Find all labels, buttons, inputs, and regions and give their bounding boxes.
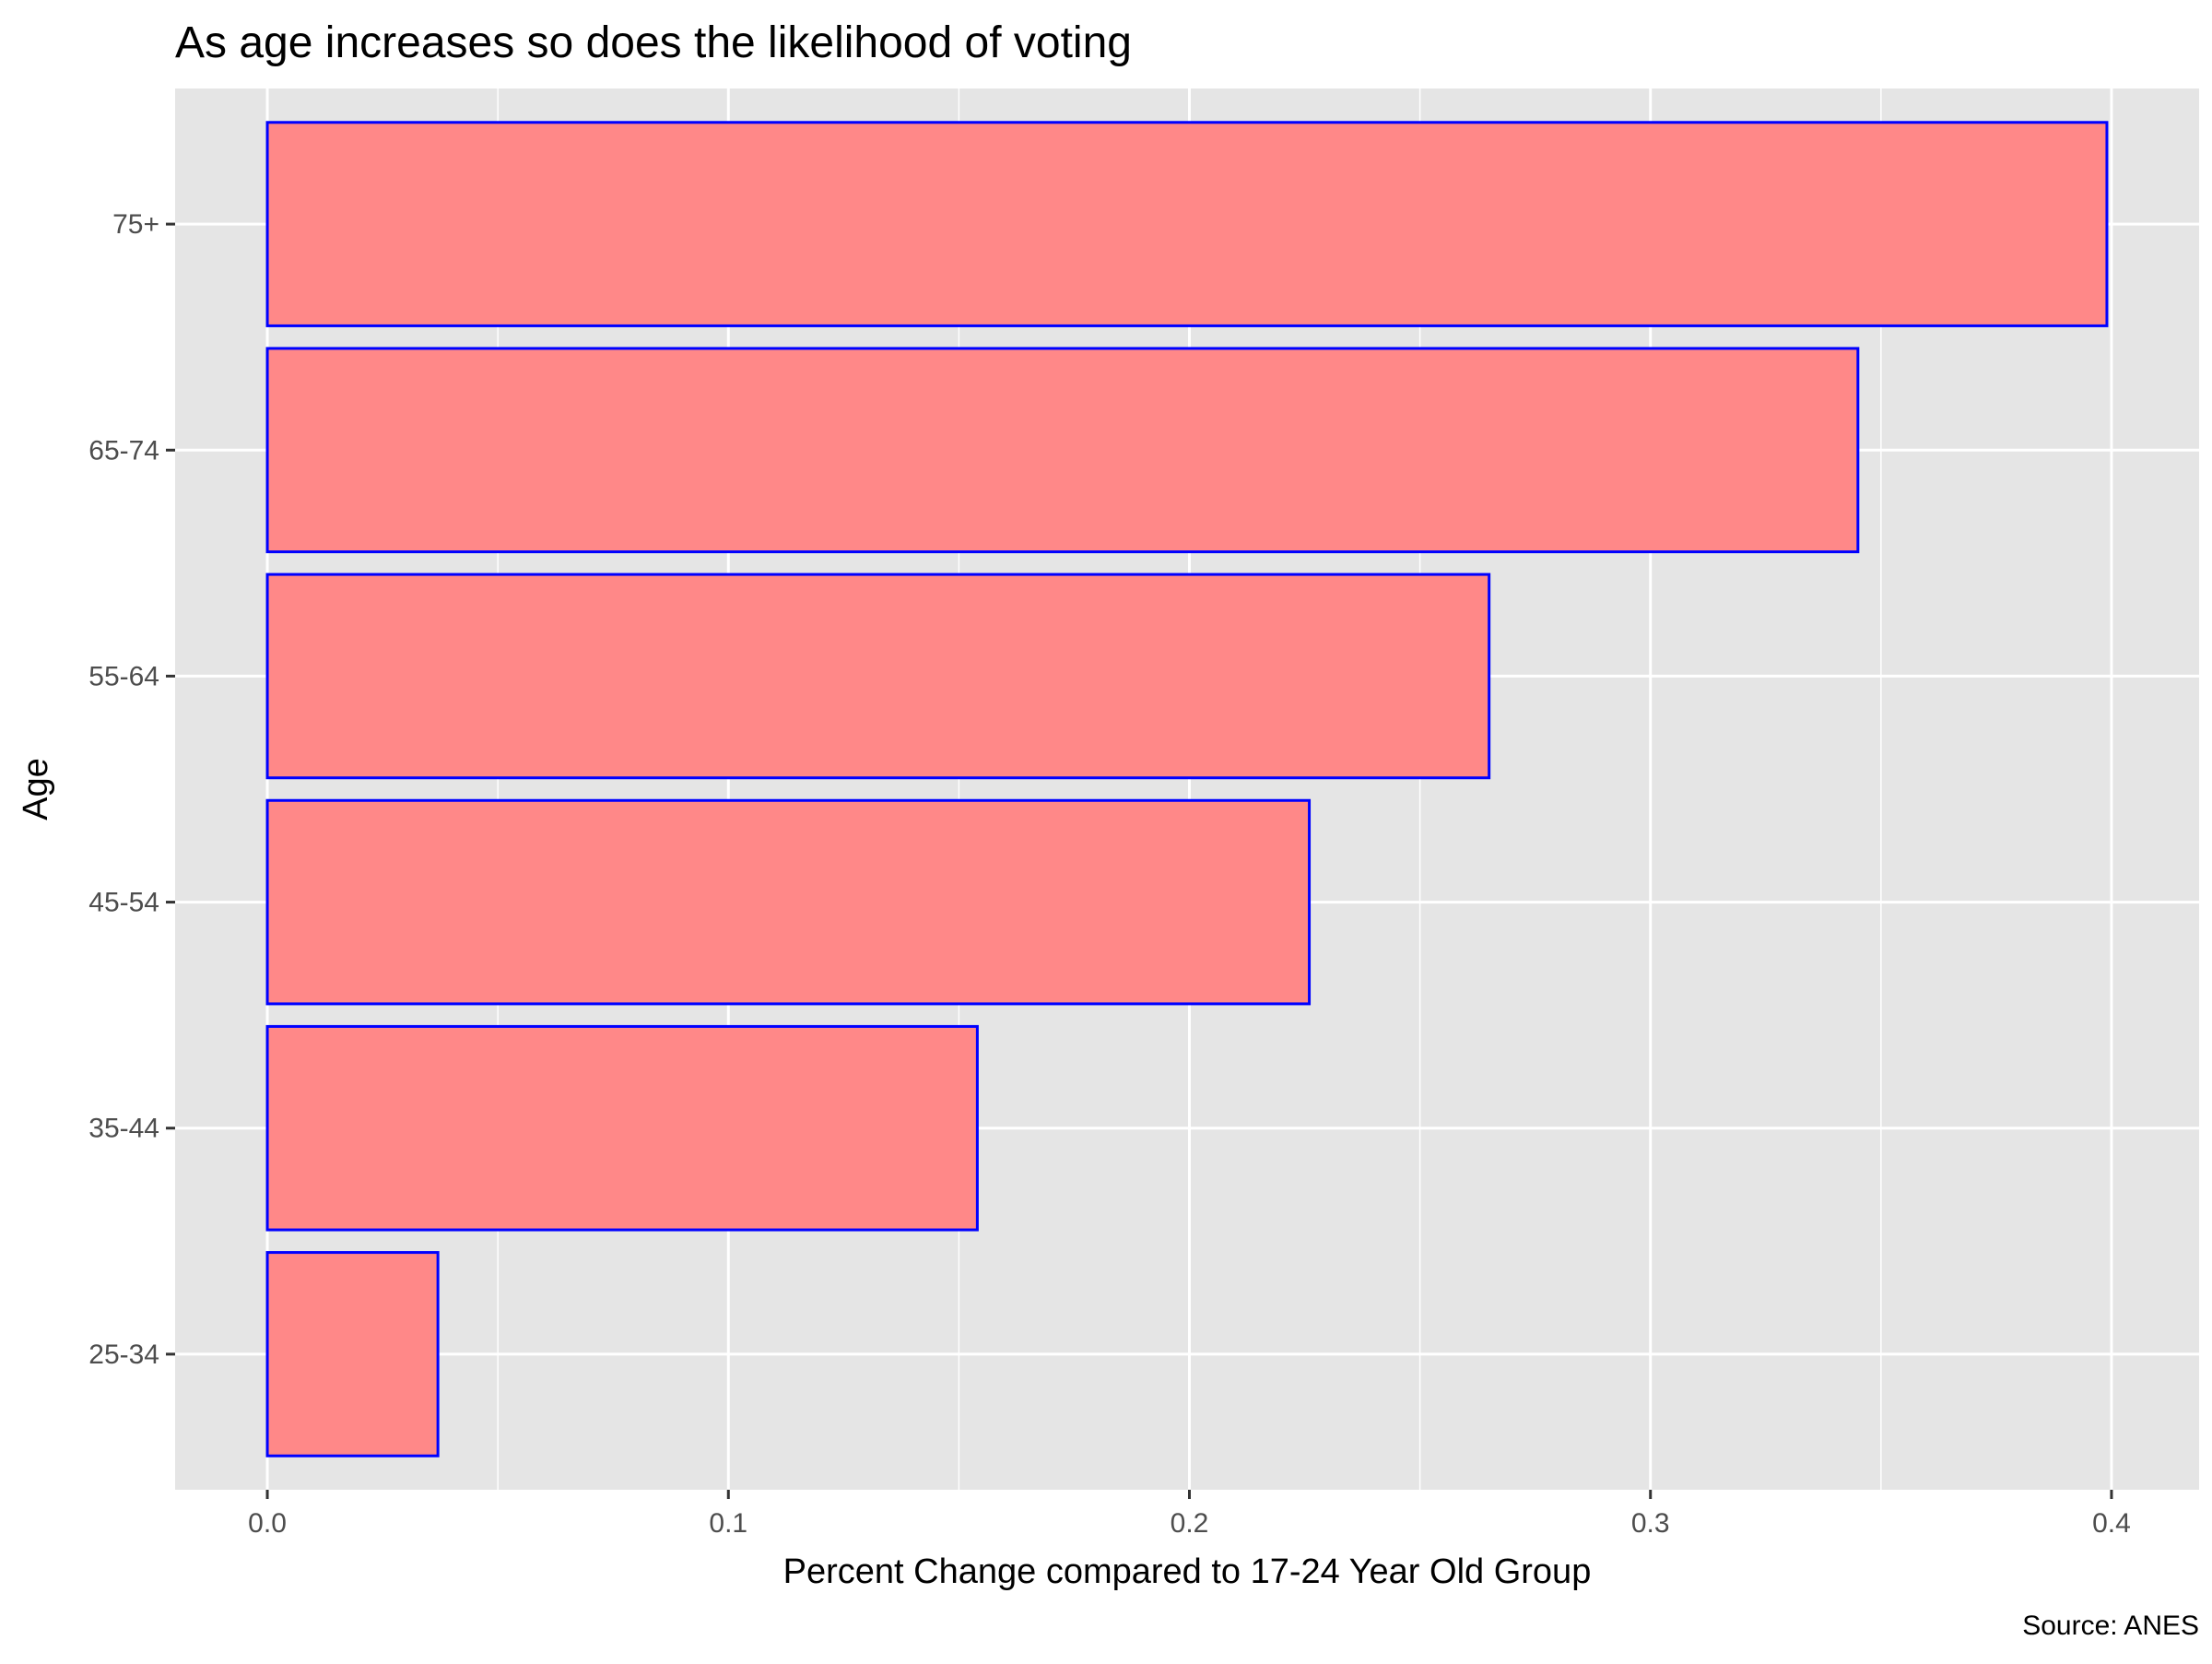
y-tick-label: 25-34 <box>88 1339 159 1370</box>
x-tick-label: 0.0 <box>248 1508 287 1539</box>
y-tick-label: 45-54 <box>88 888 159 918</box>
bar-65-74 <box>265 347 1860 554</box>
x-axis: 0.0 0.1 0.2 0.3 0.4 <box>248 1490 2131 1539</box>
y-axis-title: Age <box>17 758 55 820</box>
bar-25-34 <box>265 1251 440 1457</box>
bar-75-plus <box>265 121 2109 327</box>
y-tick-label: 35-44 <box>88 1114 159 1144</box>
source-caption: Source: ANES <box>2022 1611 2199 1641</box>
x-tick-label: 0.1 <box>709 1508 747 1539</box>
bar-45-54 <box>265 798 1312 1006</box>
y-tick-label: 55-64 <box>88 661 159 691</box>
x-axis-title: Percent Change compared to 17-24 Year Ol… <box>783 1552 1592 1591</box>
y-tick-label: 65-74 <box>88 435 159 466</box>
x-tick-label: 0.2 <box>1171 1508 1209 1539</box>
bar-35-44 <box>265 1024 979 1232</box>
y-tick-label: 75+ <box>112 209 159 240</box>
x-tick-label: 0.4 <box>2092 1508 2131 1539</box>
x-tick-label: 0.3 <box>1631 1508 1670 1539</box>
bar-55-64 <box>265 572 1491 780</box>
y-axis: 25-34 35-44 45-54 55-64 65-74 75+ <box>88 209 175 1370</box>
bars <box>265 121 2109 1457</box>
chart-title: As age increases so does the likelihood … <box>175 18 1132 67</box>
